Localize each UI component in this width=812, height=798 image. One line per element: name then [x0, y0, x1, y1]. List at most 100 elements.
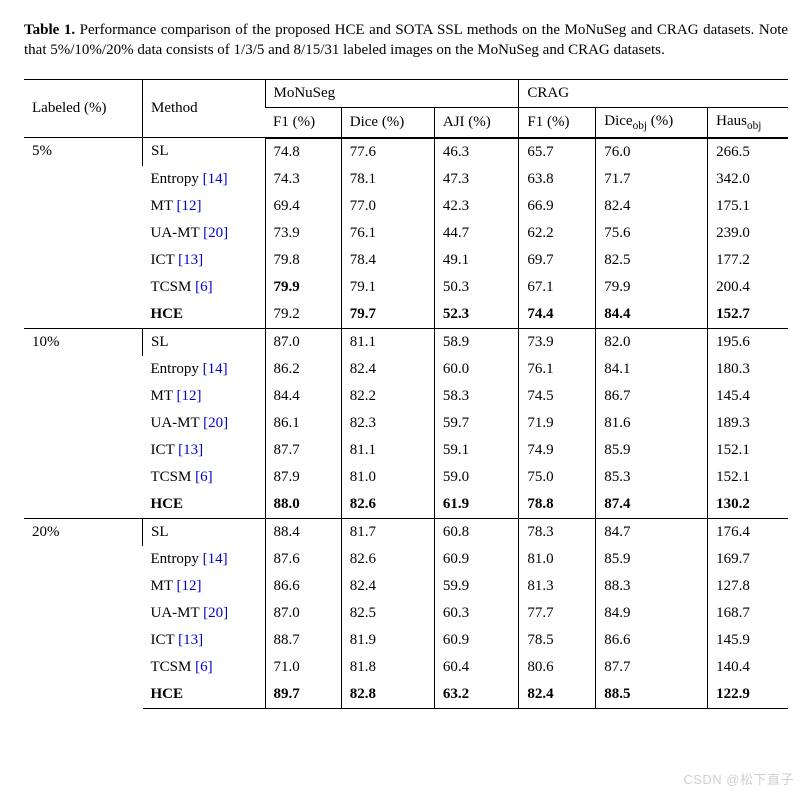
value-cell: 200.4 — [708, 274, 788, 301]
value-cell: 127.8 — [708, 573, 788, 600]
value-cell: 69.7 — [519, 247, 596, 274]
method-cell: UA-MT [20] — [143, 220, 266, 247]
value-cell: 78.4 — [341, 247, 434, 274]
value-cell: 65.7 — [519, 138, 596, 166]
citation: [20] — [203, 415, 228, 431]
value-cell: 88.4 — [265, 518, 341, 546]
value-cell: 81.1 — [341, 437, 434, 464]
value-cell: 67.1 — [519, 274, 596, 301]
method-cell: SL — [143, 328, 266, 356]
value-cell: 80.6 — [519, 654, 596, 681]
method-cell: ICT [13] — [143, 627, 266, 654]
value-cell: 85.9 — [596, 437, 708, 464]
method-cell: HCE — [143, 491, 266, 519]
value-cell: 82.6 — [341, 546, 434, 573]
col-diceobj-crag: Diceobj (%) — [596, 107, 708, 138]
group-label: 20% — [24, 518, 143, 708]
caption-label: Table 1. — [24, 22, 75, 38]
value-cell: 84.1 — [596, 356, 708, 383]
value-cell: 82.4 — [341, 573, 434, 600]
value-cell: 66.9 — [519, 193, 596, 220]
value-cell: 82.4 — [596, 193, 708, 220]
col-monuseg: MoNuSeg — [265, 79, 519, 107]
col-hausobj-crag: Hausobj — [708, 107, 788, 138]
value-cell: 82.4 — [519, 681, 596, 709]
value-cell: 85.9 — [596, 546, 708, 573]
value-cell: 75.0 — [519, 464, 596, 491]
value-cell: 77.6 — [341, 138, 434, 166]
value-cell: 63.2 — [434, 681, 518, 709]
method-cell: Entropy [14] — [143, 546, 266, 573]
value-cell: 78.3 — [519, 518, 596, 546]
value-cell: 169.7 — [708, 546, 788, 573]
value-cell: 87.9 — [265, 464, 341, 491]
method-cell: Entropy [14] — [143, 166, 266, 193]
value-cell: 60.8 — [434, 518, 518, 546]
citation: [12] — [176, 578, 201, 594]
value-cell: 79.8 — [265, 247, 341, 274]
value-cell: 42.3 — [434, 193, 518, 220]
value-cell: 77.0 — [341, 193, 434, 220]
value-cell: 76.0 — [596, 138, 708, 166]
table-row: 20%SL88.481.760.878.384.7176.4 — [24, 518, 788, 546]
value-cell: 79.1 — [341, 274, 434, 301]
table-body: 5%SL74.877.646.365.776.0266.5Entropy [14… — [24, 138, 788, 709]
value-cell: 122.9 — [708, 681, 788, 709]
value-cell: 74.5 — [519, 383, 596, 410]
value-cell: 88.3 — [596, 573, 708, 600]
value-cell: 84.4 — [265, 383, 341, 410]
col-labeled: Labeled (%) — [24, 79, 143, 138]
value-cell: 87.7 — [596, 654, 708, 681]
value-cell: 86.6 — [596, 627, 708, 654]
table-row: 10%SL87.081.158.973.982.0195.6 — [24, 328, 788, 356]
value-cell: 50.3 — [434, 274, 518, 301]
value-cell: 239.0 — [708, 220, 788, 247]
value-cell: 79.9 — [265, 274, 341, 301]
method-cell: HCE — [143, 301, 266, 329]
value-cell: 60.9 — [434, 546, 518, 573]
value-cell: 86.7 — [596, 383, 708, 410]
method-cell: TCSM [6] — [143, 274, 266, 301]
method-cell: MT [12] — [143, 193, 266, 220]
value-cell: 74.4 — [519, 301, 596, 329]
value-cell: 60.0 — [434, 356, 518, 383]
citation: [14] — [203, 361, 228, 377]
group-label: 5% — [24, 138, 143, 329]
value-cell: 62.2 — [519, 220, 596, 247]
value-cell: 74.3 — [265, 166, 341, 193]
value-cell: 87.4 — [596, 491, 708, 519]
value-cell: 59.9 — [434, 573, 518, 600]
value-cell: 81.7 — [341, 518, 434, 546]
value-cell: 60.9 — [434, 627, 518, 654]
value-cell: 175.1 — [708, 193, 788, 220]
value-cell: 84.9 — [596, 600, 708, 627]
value-cell: 87.0 — [265, 600, 341, 627]
value-cell: 46.3 — [434, 138, 518, 166]
value-cell: 145.4 — [708, 383, 788, 410]
value-cell: 342.0 — [708, 166, 788, 193]
value-cell: 78.8 — [519, 491, 596, 519]
value-cell: 58.9 — [434, 328, 518, 356]
value-cell: 82.2 — [341, 383, 434, 410]
value-cell: 79.9 — [596, 274, 708, 301]
value-cell: 49.1 — [434, 247, 518, 274]
value-cell: 82.8 — [341, 681, 434, 709]
value-cell: 152.1 — [708, 464, 788, 491]
value-cell: 60.3 — [434, 600, 518, 627]
value-cell: 75.6 — [596, 220, 708, 247]
value-cell: 69.4 — [265, 193, 341, 220]
value-cell: 76.1 — [341, 220, 434, 247]
value-cell: 84.4 — [596, 301, 708, 329]
citation: [12] — [176, 198, 201, 214]
col-aji-monuseg: AJI (%) — [434, 107, 518, 138]
value-cell: 71.7 — [596, 166, 708, 193]
value-cell: 74.8 — [265, 138, 341, 166]
value-cell: 177.2 — [708, 247, 788, 274]
citation: [20] — [203, 225, 228, 241]
value-cell: 79.2 — [265, 301, 341, 329]
value-cell: 86.2 — [265, 356, 341, 383]
value-cell: 44.7 — [434, 220, 518, 247]
value-cell: 74.9 — [519, 437, 596, 464]
method-cell: ICT [13] — [143, 247, 266, 274]
value-cell: 52.3 — [434, 301, 518, 329]
